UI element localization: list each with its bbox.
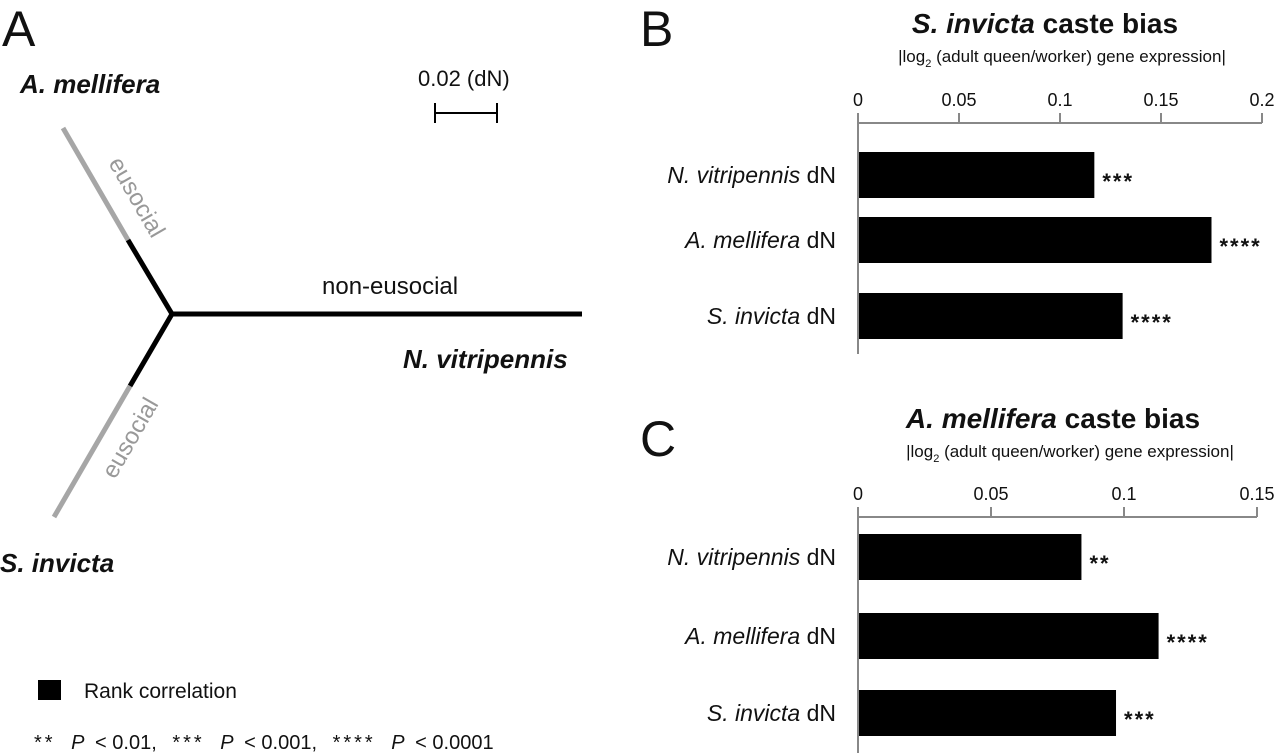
category-suffix: dN [800, 227, 836, 253]
chart-c-bar [859, 613, 1159, 659]
category-suffix: dN [800, 303, 836, 329]
branch-solenopsis-stem [127, 312, 175, 388]
chart-c-category-label: S. invicta dN [707, 700, 836, 726]
chart-c-bar [859, 690, 1117, 736]
sig-note-p3: < 0.001, [244, 732, 317, 753]
chart-b-tick-label: 0 [853, 90, 863, 110]
chart-c-tick-label: 0.15 [1239, 484, 1274, 504]
chart-c-category-label: A. mellifera dN [683, 623, 836, 649]
scale-bar [434, 103, 498, 123]
chart-c-title-species: A. mellifera [905, 403, 1057, 434]
sig-note-p: P [391, 732, 405, 753]
panel-b-letter: B [640, 1, 673, 57]
branch-solenopsis-eusocial [51, 384, 133, 519]
chart-b-tick-label: 0.2 [1249, 90, 1274, 110]
chart-c-subtitle: |log2 (adult queen/worker) gene expressi… [906, 442, 1234, 465]
panel-c-letter: C [640, 411, 676, 467]
category-species: N. vitripennis [667, 162, 800, 188]
chart-c-tick-label: 0 [853, 484, 863, 504]
chart-c-significance-label: ** [1089, 551, 1110, 576]
chart-b-tick-label: 0.15 [1143, 90, 1178, 110]
chart-c-title-rest: caste bias [1057, 403, 1200, 434]
category-suffix: dN [800, 544, 836, 570]
chart-c-tick-label: 0.1 [1111, 484, 1136, 504]
chart-b-subtitle-post: (adult queen/worker) gene expression| [931, 47, 1226, 66]
branch-label-right: non-eusocial [322, 273, 458, 300]
chart-c-tick-label: 0.05 [973, 484, 1008, 504]
chart-c-bar [859, 534, 1082, 580]
chart-b-category-label: S. invicta dN [707, 303, 836, 329]
panel-a: A 0.02 (dN) A. mellifera S. invicta N. v… [0, 1, 582, 578]
sig-note-star2: ** [34, 732, 56, 753]
category-species: S. invicta [707, 700, 800, 726]
legend: Rank correlation ** P < 0.01, *** P < 0.… [34, 680, 494, 753]
taxon-label-apis: A. mellifera [19, 69, 160, 99]
branch-label-upper: eusocial [103, 153, 170, 243]
sig-note-star3: *** [172, 732, 204, 753]
chart-c-subtitle-pre: |log [906, 442, 933, 461]
chart-c-subtitle-post: (adult queen/worker) gene expression| [939, 442, 1234, 461]
branch-apis-eusocial [60, 126, 131, 242]
chart-c-significance-label: **** [1167, 630, 1209, 655]
category-species: A. mellifera [683, 623, 800, 649]
chart-b-bar [859, 217, 1212, 263]
category-suffix: dN [800, 700, 836, 726]
chart-b-title-rest: caste bias [1035, 8, 1178, 39]
legend-swatch [38, 680, 61, 700]
chart-b-significance-label: *** [1102, 169, 1134, 194]
sig-note-p2: < 0.01, [95, 732, 157, 753]
scale-bar-label: 0.02 (dN) [418, 66, 510, 91]
sig-note-p: P [220, 732, 234, 753]
chart-c-significance-label: *** [1124, 707, 1156, 732]
chart-b-title-species: S. invicta [912, 8, 1035, 39]
chart-b-tick-label: 0.05 [941, 90, 976, 110]
sig-note-star4: **** [333, 732, 376, 753]
chart-c-subtitle-sub: 2 [933, 453, 939, 465]
chart-b-subtitle-pre: |log [898, 47, 925, 66]
category-suffix: dN [800, 162, 836, 188]
sig-note-p: P [71, 732, 85, 753]
chart-c-title: A. mellifera caste bias [905, 403, 1200, 434]
category-species: A. mellifera [683, 227, 800, 253]
taxon-label-nasonia: N. vitripennis [403, 344, 568, 374]
legend-swatch-label: Rank correlation [84, 680, 237, 703]
chart-b-significance-label: **** [1220, 234, 1262, 259]
chart-panel-c: C A. mellifera caste bias |log2 (adult que… [640, 403, 1275, 753]
chart-b-title: S. invicta caste bias [912, 8, 1178, 39]
chart-b-bar [859, 293, 1123, 339]
chart-b-bar [859, 152, 1095, 198]
branch-label-lower: eusocial [97, 393, 164, 483]
significance-note: ** P < 0.01, *** P < 0.001, **** P < 0.0… [34, 732, 494, 753]
chart-c-category-label: N. vitripennis dN [667, 544, 836, 570]
panel-a-letter: A [2, 1, 36, 57]
chart-b-tick-label: 0.1 [1047, 90, 1072, 110]
chart-panel-b: B S. invicta caste bias |log2 (adult queen… [640, 1, 1275, 354]
chart-b-subtitle-sub: 2 [925, 58, 931, 70]
category-suffix: dN [800, 623, 836, 649]
chart-b-category-label: A. mellifera dN [683, 227, 836, 253]
category-species: N. vitripennis [667, 544, 800, 570]
taxon-label-solenopsis: S. invicta [0, 548, 114, 578]
branch-apis-stem [125, 238, 175, 316]
category-species: S. invicta [707, 303, 800, 329]
sig-note-p4: < 0.0001 [415, 732, 493, 753]
chart-b-category-label: N. vitripennis dN [667, 162, 836, 188]
chart-b-subtitle: |log2 (adult queen/worker) gene expressi… [898, 47, 1226, 70]
chart-b-significance-label: **** [1131, 310, 1173, 335]
